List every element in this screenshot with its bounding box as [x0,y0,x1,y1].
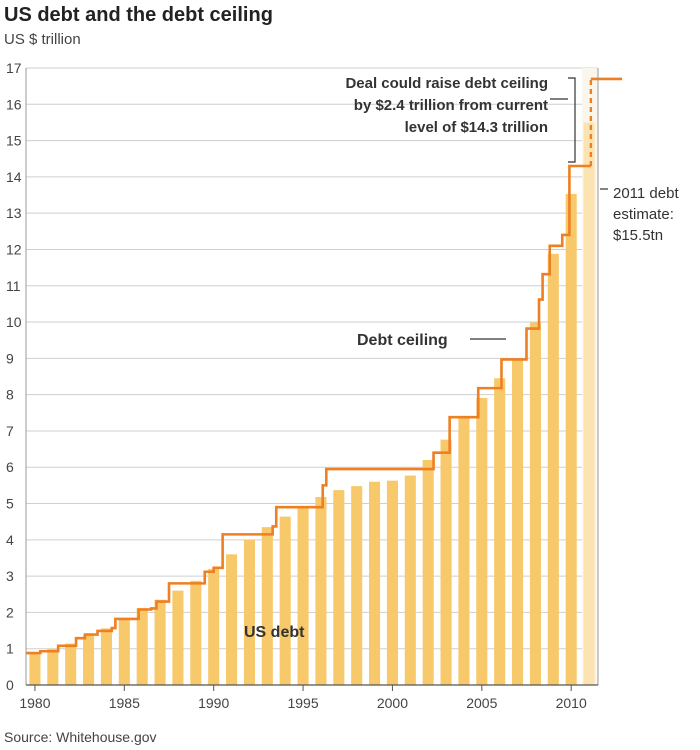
deal-annotation-line: by $2.4 trillion from current [354,97,548,114]
debt-bar [136,608,148,685]
debt-bar [386,480,398,685]
y-tick-label: 11 [6,278,21,294]
x-tick-label: 1990 [198,695,229,711]
x-tick-label: 1985 [109,695,140,711]
y-tick-label: 13 [6,205,22,221]
debt-bar [351,486,363,685]
annotations: Deal could raise debt ceiling by $2.4 tri… [244,75,679,641]
debt-bar [190,580,202,685]
debt-bar [315,496,327,685]
x-tick-label: 2010 [556,695,587,711]
y-tick-label: 2 [6,604,14,620]
y-tick-label: 12 [6,241,22,257]
y-tick-label: 7 [6,423,14,439]
source-note: Source: Whitehouse.gov [4,729,157,745]
debt-bars [29,68,598,686]
debt-bar [494,378,506,685]
deal-annotation-line: Deal could raise debt ceiling [345,75,548,92]
estimate-bar [583,122,595,686]
debt-bar [100,628,112,685]
debt-bar [404,475,416,685]
y-tick-label: 14 [6,169,22,185]
debt-ceiling-line [26,164,591,655]
y-tick-label: 3 [6,568,14,584]
debt-bar [333,490,345,685]
x-tick-label: 1995 [287,695,318,711]
debt-bar [83,635,95,685]
x-tick-label: 2000 [377,695,408,711]
y-tick-label: 9 [6,350,14,366]
debt-bar [226,554,238,685]
estimate-annotation-line: 2011 debt [613,185,679,202]
y-tick-label: 5 [6,496,14,512]
y-tick-label: 1 [6,641,14,657]
plot-frame [25,68,599,686]
debt-bar [243,539,255,685]
debt-bar [65,643,77,685]
estimate-annotation-line: estimate: [613,206,674,223]
chart-title: US debt and the debt ceiling [4,4,273,26]
y-tick-label: 15 [6,133,22,149]
debt-bar [118,618,130,685]
debt-bar [529,322,541,685]
debt-bar [47,648,59,685]
deal-bracket [568,77,576,163]
estimate-annotation-line: $15.5tn [613,227,663,244]
y-tick-label: 17 [6,60,22,76]
debt-bar [279,516,291,685]
x-tick-label: 1980 [19,695,50,711]
deal-annotation-line: level of $14.3 trillion [405,119,548,136]
debt-bar [458,418,470,685]
us-debt-label: US debt [244,624,305,641]
y-tick-label: 8 [6,387,14,403]
debt-bar [565,193,577,685]
chart-subtitle: US $ trillion [4,31,81,48]
debt-bar [547,253,559,686]
y-tick-label: 0 [6,677,14,693]
debt-bar [29,651,41,685]
y-tick-label: 4 [6,532,14,548]
debt-bar [440,439,452,685]
x-tick-label: 2005 [466,695,497,711]
y-tick-label: 6 [6,459,14,475]
debt-bar [154,599,166,685]
y-tick-label: 16 [6,96,22,112]
debt-bar [261,527,273,685]
debt-bar [476,397,488,685]
ceiling-series [26,77,622,655]
y-tick-label: 10 [6,314,22,330]
debt-bar [297,506,309,685]
debt-bar [512,360,524,685]
debt-bar [208,568,220,685]
debt-bar [422,459,434,685]
debt-bar [172,590,184,685]
x-axis-ticks: 1980 1985 1990 1995 2000 2005 2010 [19,685,587,711]
debt-bar [369,481,381,685]
debt-ceiling-label: Debt ceiling [357,332,448,349]
